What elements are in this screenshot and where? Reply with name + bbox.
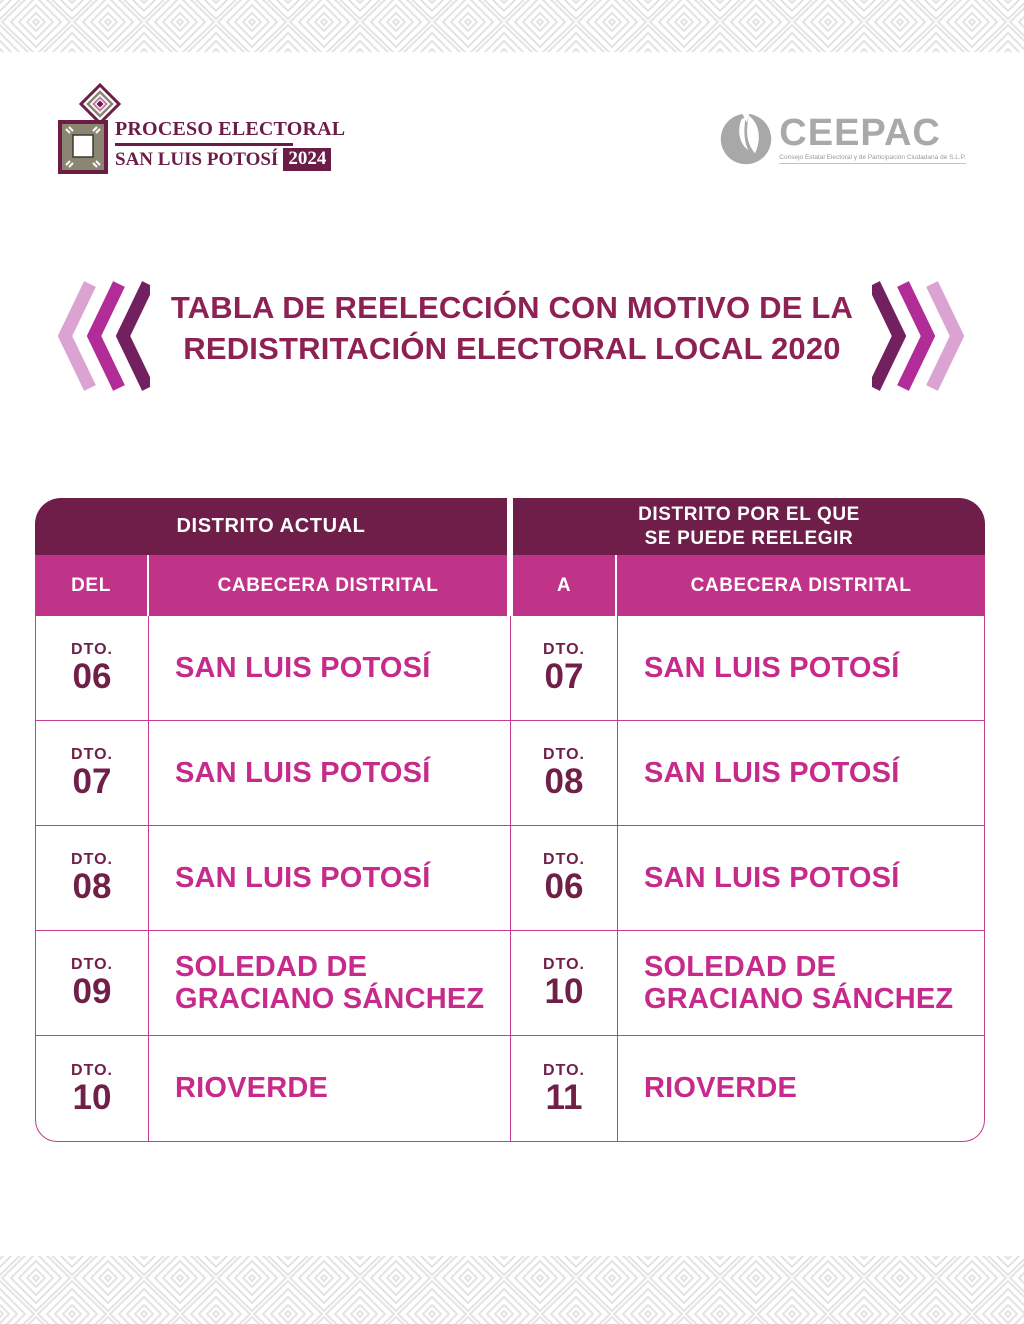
cabecera-cell: SAN LUIS POTOSÍ [618, 616, 984, 721]
district-number: 09 [72, 972, 112, 1011]
district-number: 07 [544, 657, 584, 696]
diamond-border-bottom [0, 1256, 1024, 1324]
dto-cell: DTO. 08 [511, 721, 618, 826]
dto-cell: DTO. 08 [36, 826, 149, 931]
subheader-right: A CABECERA DISTRITAL [513, 555, 985, 616]
district-number: 08 [72, 867, 112, 906]
district-number: 06 [72, 657, 112, 696]
cabecera-cell: RIOVERDE [644, 1072, 798, 1105]
dto-prefix: DTO. [71, 1061, 113, 1079]
column-header-cabecera-right: CABECERA DISTRITAL [690, 574, 912, 596]
table-header: DISTRITO ACTUAL DEL CABECERA DISTRITAL D… [35, 498, 985, 616]
cabecera-cell: SAN LUIS POTOSÍ [149, 616, 511, 721]
dto-prefix: DTO. [543, 956, 585, 973]
group-header-right-line1: DISTRITO POR EL QUE [638, 503, 860, 525]
dto-prefix: DTO. [543, 851, 585, 868]
dto-prefix: DTO. [71, 956, 113, 973]
table-body: DTO. 06 SAN LUIS POTOSÍ DTO. 07 SAN LUIS… [35, 616, 985, 1142]
ceepac-tagline: Consejo Estatal Electoral y de Participa… [779, 154, 966, 164]
subheader-left: DEL CABECERA DISTRITAL [35, 555, 507, 616]
process-logo-subtitle: SAN LUIS POTOSÍ [115, 148, 279, 170]
dto-cell: DTO. 11 [511, 1036, 618, 1141]
ceepac-wordmark: CEEPAC [779, 112, 941, 154]
district-number: 06 [544, 867, 584, 906]
column-header-del: DEL [71, 574, 111, 596]
group-header-right-line2: SE PUEDE REELEGIR [644, 527, 854, 549]
subheader-divider [615, 555, 617, 616]
group-header-left-label: DISTRITO ACTUAL [176, 515, 366, 537]
cabecera-cell: SAN LUIS POTOSÍ [149, 826, 511, 931]
ceepac-leaf-icon [721, 112, 772, 165]
header-distrito-reelegir: DISTRITO POR EL QUE SE PUEDE REELEGIR A … [513, 498, 985, 616]
dto-prefix: DTO. [543, 1061, 585, 1079]
cabecera-cell: SAN LUIS POTOSÍ [149, 721, 511, 826]
ceepac-logo: CEEPAC Consejo Estatal Electoral y de Pa… [719, 112, 966, 166]
dto-prefix: DTO. [71, 641, 113, 658]
title-line-2: REDISTRITACIÓN ELECTORAL LOCAL 2020 [183, 330, 841, 366]
chevrons-left-icon [58, 281, 150, 391]
group-header-left: DISTRITO ACTUAL [35, 498, 507, 555]
process-logo-title: PROCESO ELECTORAL [115, 118, 346, 140]
dto-prefix: DTO. [71, 851, 113, 868]
chevrons-right-icon [872, 281, 964, 391]
district-number: 07 [72, 762, 112, 801]
column-header-cabecera-left: CABECERA DISTRITAL [217, 574, 439, 596]
page-title: TABLA DE REELECCIÓN CON MOTIVO DE LA RED… [0, 288, 1024, 370]
dto-prefix: DTO. [543, 746, 585, 763]
district-number: 08 [544, 762, 584, 801]
title-line-1: TABLA DE REELECCIÓN CON MOTIVO DE LA [170, 290, 854, 325]
cabecera-cell: RIOVERDE [149, 1036, 511, 1141]
reelection-table: DISTRITO ACTUAL DEL CABECERA DISTRITAL D… [35, 498, 985, 1142]
cabecera-cell: SOLEDAD DE GRACIANO SÁNCHEZ [149, 931, 511, 1036]
dto-prefix: DTO. [543, 641, 585, 658]
dto-cell: DTO. 10 [36, 1036, 149, 1141]
dto-cell: DTO. 07 [36, 721, 149, 826]
diamond-border-top [0, 0, 1024, 52]
district-number: 11 [545, 1077, 583, 1117]
column-header-a: A [556, 574, 572, 596]
dto-cell: DTO. 06 [511, 826, 618, 931]
dto-prefix: DTO. [71, 746, 113, 763]
subheader-divider [147, 555, 149, 616]
district-number: 10 [544, 972, 584, 1011]
dto-cell: DTO. 10 [511, 931, 618, 1036]
group-header-right: DISTRITO POR EL QUE SE PUEDE REELEGIR [513, 498, 985, 555]
ballot-box-icon [58, 120, 108, 174]
dto-cell: DTO. 07 [511, 616, 618, 721]
cabecera-cell: SAN LUIS POTOSÍ [618, 826, 984, 931]
logo-divider [115, 143, 293, 146]
year-badge: 2024 [283, 148, 332, 171]
dto-cell: DTO. 09 [36, 931, 149, 1036]
dto-cell: DTO. 06 [36, 616, 149, 721]
cabecera-cell: SOLEDAD DE GRACIANO SÁNCHEZ [618, 931, 984, 1036]
district-number: 10 [72, 1077, 112, 1117]
cabecera-cell: SAN LUIS POTOSÍ [618, 721, 984, 826]
header-distrito-actual: DISTRITO ACTUAL DEL CABECERA DISTRITAL [35, 498, 507, 616]
